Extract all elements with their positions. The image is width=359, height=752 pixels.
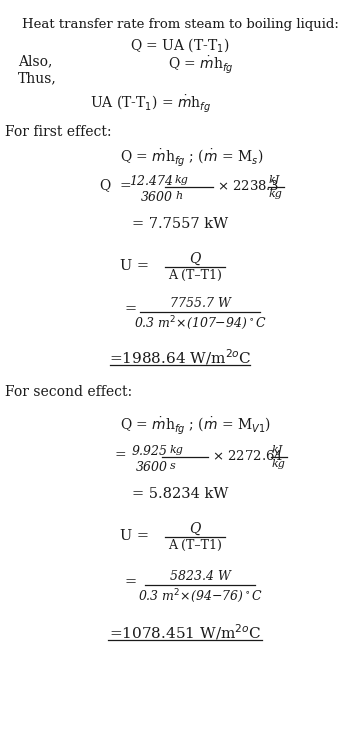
Text: Q = UA (T-T$_1$): Q = UA (T-T$_1$) bbox=[130, 36, 230, 54]
Text: kg: kg bbox=[272, 459, 286, 469]
Text: s: s bbox=[170, 461, 176, 471]
Text: A (T–T1): A (T–T1) bbox=[168, 539, 222, 552]
Text: Thus,: Thus, bbox=[18, 71, 57, 85]
Text: Q = $\dot{m}$h$_{fg}$: Q = $\dot{m}$h$_{fg}$ bbox=[168, 54, 234, 75]
Text: 0.3 m$^2$$\times$(107−94)$^\circ$C: 0.3 m$^2$$\times$(107−94)$^\circ$C bbox=[134, 314, 266, 332]
Text: kg: kg bbox=[170, 445, 184, 455]
Text: $\times$ 2272.64: $\times$ 2272.64 bbox=[212, 449, 283, 463]
Text: UA (T-T$_1$) = $\dot{m}$h$_{fg}$: UA (T-T$_1$) = $\dot{m}$h$_{fg}$ bbox=[90, 93, 211, 114]
Text: = 7.7557 kW: = 7.7557 kW bbox=[132, 217, 228, 231]
Text: Q = $\dot{m}$h$_{fg}$ ; ($\dot{m}$ = M$_{V1}$): Q = $\dot{m}$h$_{fg}$ ; ($\dot{m}$ = M$_… bbox=[120, 415, 271, 436]
Text: 9.925: 9.925 bbox=[132, 445, 168, 458]
Text: =: = bbox=[125, 575, 137, 589]
Text: 12.474: 12.474 bbox=[129, 175, 173, 188]
Text: Also,: Also, bbox=[18, 54, 52, 68]
Text: 7755.7 W: 7755.7 W bbox=[169, 297, 230, 310]
Text: =1078.451 W/m$^{2o}$C: =1078.451 W/m$^{2o}$C bbox=[109, 622, 261, 641]
Text: $\times$ 2238.3: $\times$ 2238.3 bbox=[217, 179, 280, 193]
Text: = 5.8234 kW: = 5.8234 kW bbox=[132, 487, 228, 501]
Text: Heat transfer rate from steam to boiling liquid:: Heat transfer rate from steam to boiling… bbox=[22, 18, 339, 31]
Text: =1988.64 W/m$^{2o}$C: =1988.64 W/m$^{2o}$C bbox=[109, 347, 251, 367]
Text: 3600: 3600 bbox=[136, 461, 168, 474]
Text: A (T–T1): A (T–T1) bbox=[168, 269, 222, 282]
Text: Q: Q bbox=[189, 522, 201, 536]
Text: kJ: kJ bbox=[269, 175, 280, 185]
Text: 5823.4 W: 5823.4 W bbox=[169, 570, 230, 583]
Text: U =: U = bbox=[120, 529, 149, 543]
Text: kJ: kJ bbox=[272, 445, 283, 455]
Text: h: h bbox=[175, 191, 182, 201]
Text: U =: U = bbox=[120, 259, 149, 273]
Text: 0.3 m$^2$$\times$(94−76)$^\circ$C: 0.3 m$^2$$\times$(94−76)$^\circ$C bbox=[137, 587, 262, 605]
Text: For first effect:: For first effect: bbox=[5, 125, 112, 139]
Text: Q: Q bbox=[189, 252, 201, 266]
Text: =: = bbox=[115, 448, 127, 462]
Text: For second effect:: For second effect: bbox=[5, 385, 132, 399]
Text: 3600: 3600 bbox=[141, 191, 173, 204]
Text: kg: kg bbox=[269, 189, 283, 199]
Text: =: = bbox=[125, 302, 137, 316]
Text: Q = $\dot{m}$h$_{fg}$ ; ($\dot{m}$ = M$_s$): Q = $\dot{m}$h$_{fg}$ ; ($\dot{m}$ = M$_… bbox=[120, 147, 264, 168]
Text: Q  =: Q = bbox=[100, 178, 132, 192]
Text: kg: kg bbox=[175, 175, 189, 185]
